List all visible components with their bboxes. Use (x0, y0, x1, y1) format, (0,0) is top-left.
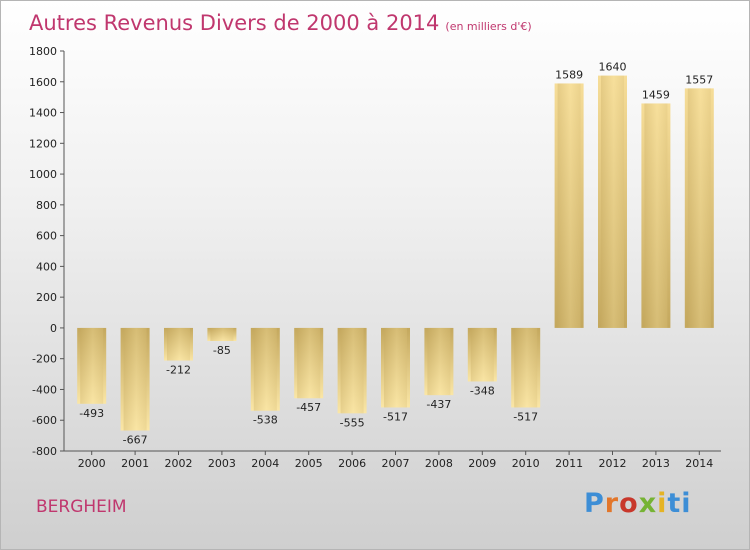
x-tick-label: 2004 (251, 457, 279, 470)
x-tick-label: 2003 (208, 457, 236, 470)
bar-highlight-2001 (123, 327, 147, 431)
bar-highlight-2014 (687, 88, 711, 328)
y-tick-label: 1200 (29, 137, 57, 150)
logo-letter: ti (667, 488, 692, 519)
data-label-2013: 1459 (642, 88, 670, 101)
x-tick-label: 2013 (642, 457, 670, 470)
logo-letter: x (638, 488, 658, 519)
logo-letter: i (657, 488, 668, 519)
data-label-2008: -437 (426, 398, 451, 411)
data-label-2010: -517 (513, 410, 538, 423)
logo-letter: P (584, 488, 605, 519)
data-label-2000: -493 (79, 407, 104, 420)
data-label-2003: -85 (213, 344, 231, 357)
y-tick-label: 1600 (29, 76, 57, 89)
x-tick-label: 2010 (512, 457, 540, 470)
data-label-2005: -457 (296, 401, 321, 414)
bar-highlight-2004 (253, 327, 277, 411)
x-tick-label: 2002 (165, 457, 193, 470)
proxiti-logo: Proxiti (584, 488, 692, 519)
title-unit: (en milliers d'€) (445, 20, 532, 33)
bar-highlight-2008 (427, 327, 451, 396)
bar-highlight-2007 (384, 327, 407, 408)
y-tick-label: 400 (36, 260, 57, 273)
y-tick-label: 1800 (29, 45, 57, 58)
city-name: BERGHEIM (36, 497, 127, 517)
chart-title: Autres Revenus Divers de 2000 à 2014 (en … (29, 11, 532, 35)
data-label-2001: -667 (123, 434, 148, 447)
y-tick-label: 600 (36, 230, 57, 243)
title-text: Autres Revenus Divers de 2000 à 2014 (29, 11, 440, 35)
x-tick-label: 2011 (555, 457, 583, 470)
bar-highlight-2013 (644, 103, 668, 328)
data-label-2007: -517 (383, 410, 408, 423)
data-label-2014: 1557 (685, 73, 713, 86)
x-tick-label: 2008 (425, 457, 453, 470)
data-label-2002: -212 (166, 364, 191, 377)
data-label-2006: -555 (340, 416, 365, 429)
bar-highlight-2006 (340, 327, 364, 414)
x-tick-label: 2009 (468, 457, 496, 470)
bar-highlight-2009 (470, 327, 494, 382)
y-tick-label: 800 (36, 199, 57, 212)
x-tick-label: 2006 (338, 457, 366, 470)
bar-highlight-2000 (80, 327, 104, 404)
x-tick-label: 2000 (78, 457, 106, 470)
y-tick-label: -400 (32, 383, 57, 396)
bar-highlight-2012 (601, 75, 624, 328)
data-label-2012: 1640 (599, 61, 627, 74)
y-tick-label: -800 (32, 445, 57, 458)
y-tick-label: 1000 (29, 168, 57, 181)
x-tick-label: 2001 (121, 457, 149, 470)
x-tick-label: 2007 (382, 457, 410, 470)
data-label-2011: 1589 (555, 68, 583, 81)
x-tick-label: 2005 (295, 457, 323, 470)
bar-highlight-2002 (167, 327, 190, 361)
y-tick-label: -600 (32, 414, 57, 427)
data-label-2004: -538 (253, 414, 278, 427)
y-tick-label: -200 (32, 353, 57, 366)
logo-letter: r (604, 488, 620, 519)
logo-letter: o (619, 488, 639, 519)
bar-highlight-2005 (297, 327, 321, 399)
bar-highlight-2011 (557, 83, 581, 328)
x-tick-label: 2012 (599, 457, 627, 470)
y-tick-label: 1400 (29, 107, 57, 120)
data-label-2009: -348 (470, 384, 495, 397)
y-tick-label: 200 (36, 291, 57, 304)
bar-highlight-2010 (514, 327, 538, 408)
y-tick-label: 0 (50, 322, 57, 335)
bar-highlight-2003 (210, 327, 234, 341)
x-tick-label: 2014 (685, 457, 713, 470)
